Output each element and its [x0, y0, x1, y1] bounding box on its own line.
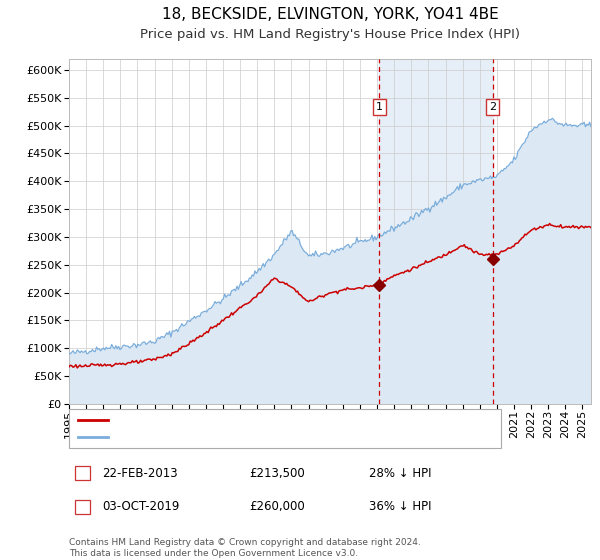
Text: 1: 1 — [79, 466, 86, 480]
Text: Contains HM Land Registry data © Crown copyright and database right 2024.
This d: Contains HM Land Registry data © Crown c… — [69, 538, 421, 558]
Text: 2: 2 — [79, 500, 86, 514]
Text: 03-OCT-2019: 03-OCT-2019 — [102, 500, 179, 514]
Text: 1: 1 — [376, 102, 383, 112]
Text: 22-FEB-2013: 22-FEB-2013 — [102, 466, 178, 480]
Text: 18, BECKSIDE, ELVINGTON, YORK, YO41 4BE: 18, BECKSIDE, ELVINGTON, YORK, YO41 4BE — [161, 7, 499, 22]
Text: £260,000: £260,000 — [249, 500, 305, 514]
Text: HPI: Average price, detached house, York: HPI: Average price, detached house, York — [114, 431, 357, 444]
Text: 28% ↓ HPI: 28% ↓ HPI — [369, 466, 431, 480]
Bar — [379, 59, 493, 404]
Text: 18, BECKSIDE, ELVINGTON, YORK, YO41 4BE (detached house): 18, BECKSIDE, ELVINGTON, YORK, YO41 4BE … — [114, 414, 481, 427]
Text: £213,500: £213,500 — [249, 466, 305, 480]
Text: Price paid vs. HM Land Registry's House Price Index (HPI): Price paid vs. HM Land Registry's House … — [140, 28, 520, 41]
Text: 36% ↓ HPI: 36% ↓ HPI — [369, 500, 431, 514]
Text: 2: 2 — [489, 102, 496, 112]
